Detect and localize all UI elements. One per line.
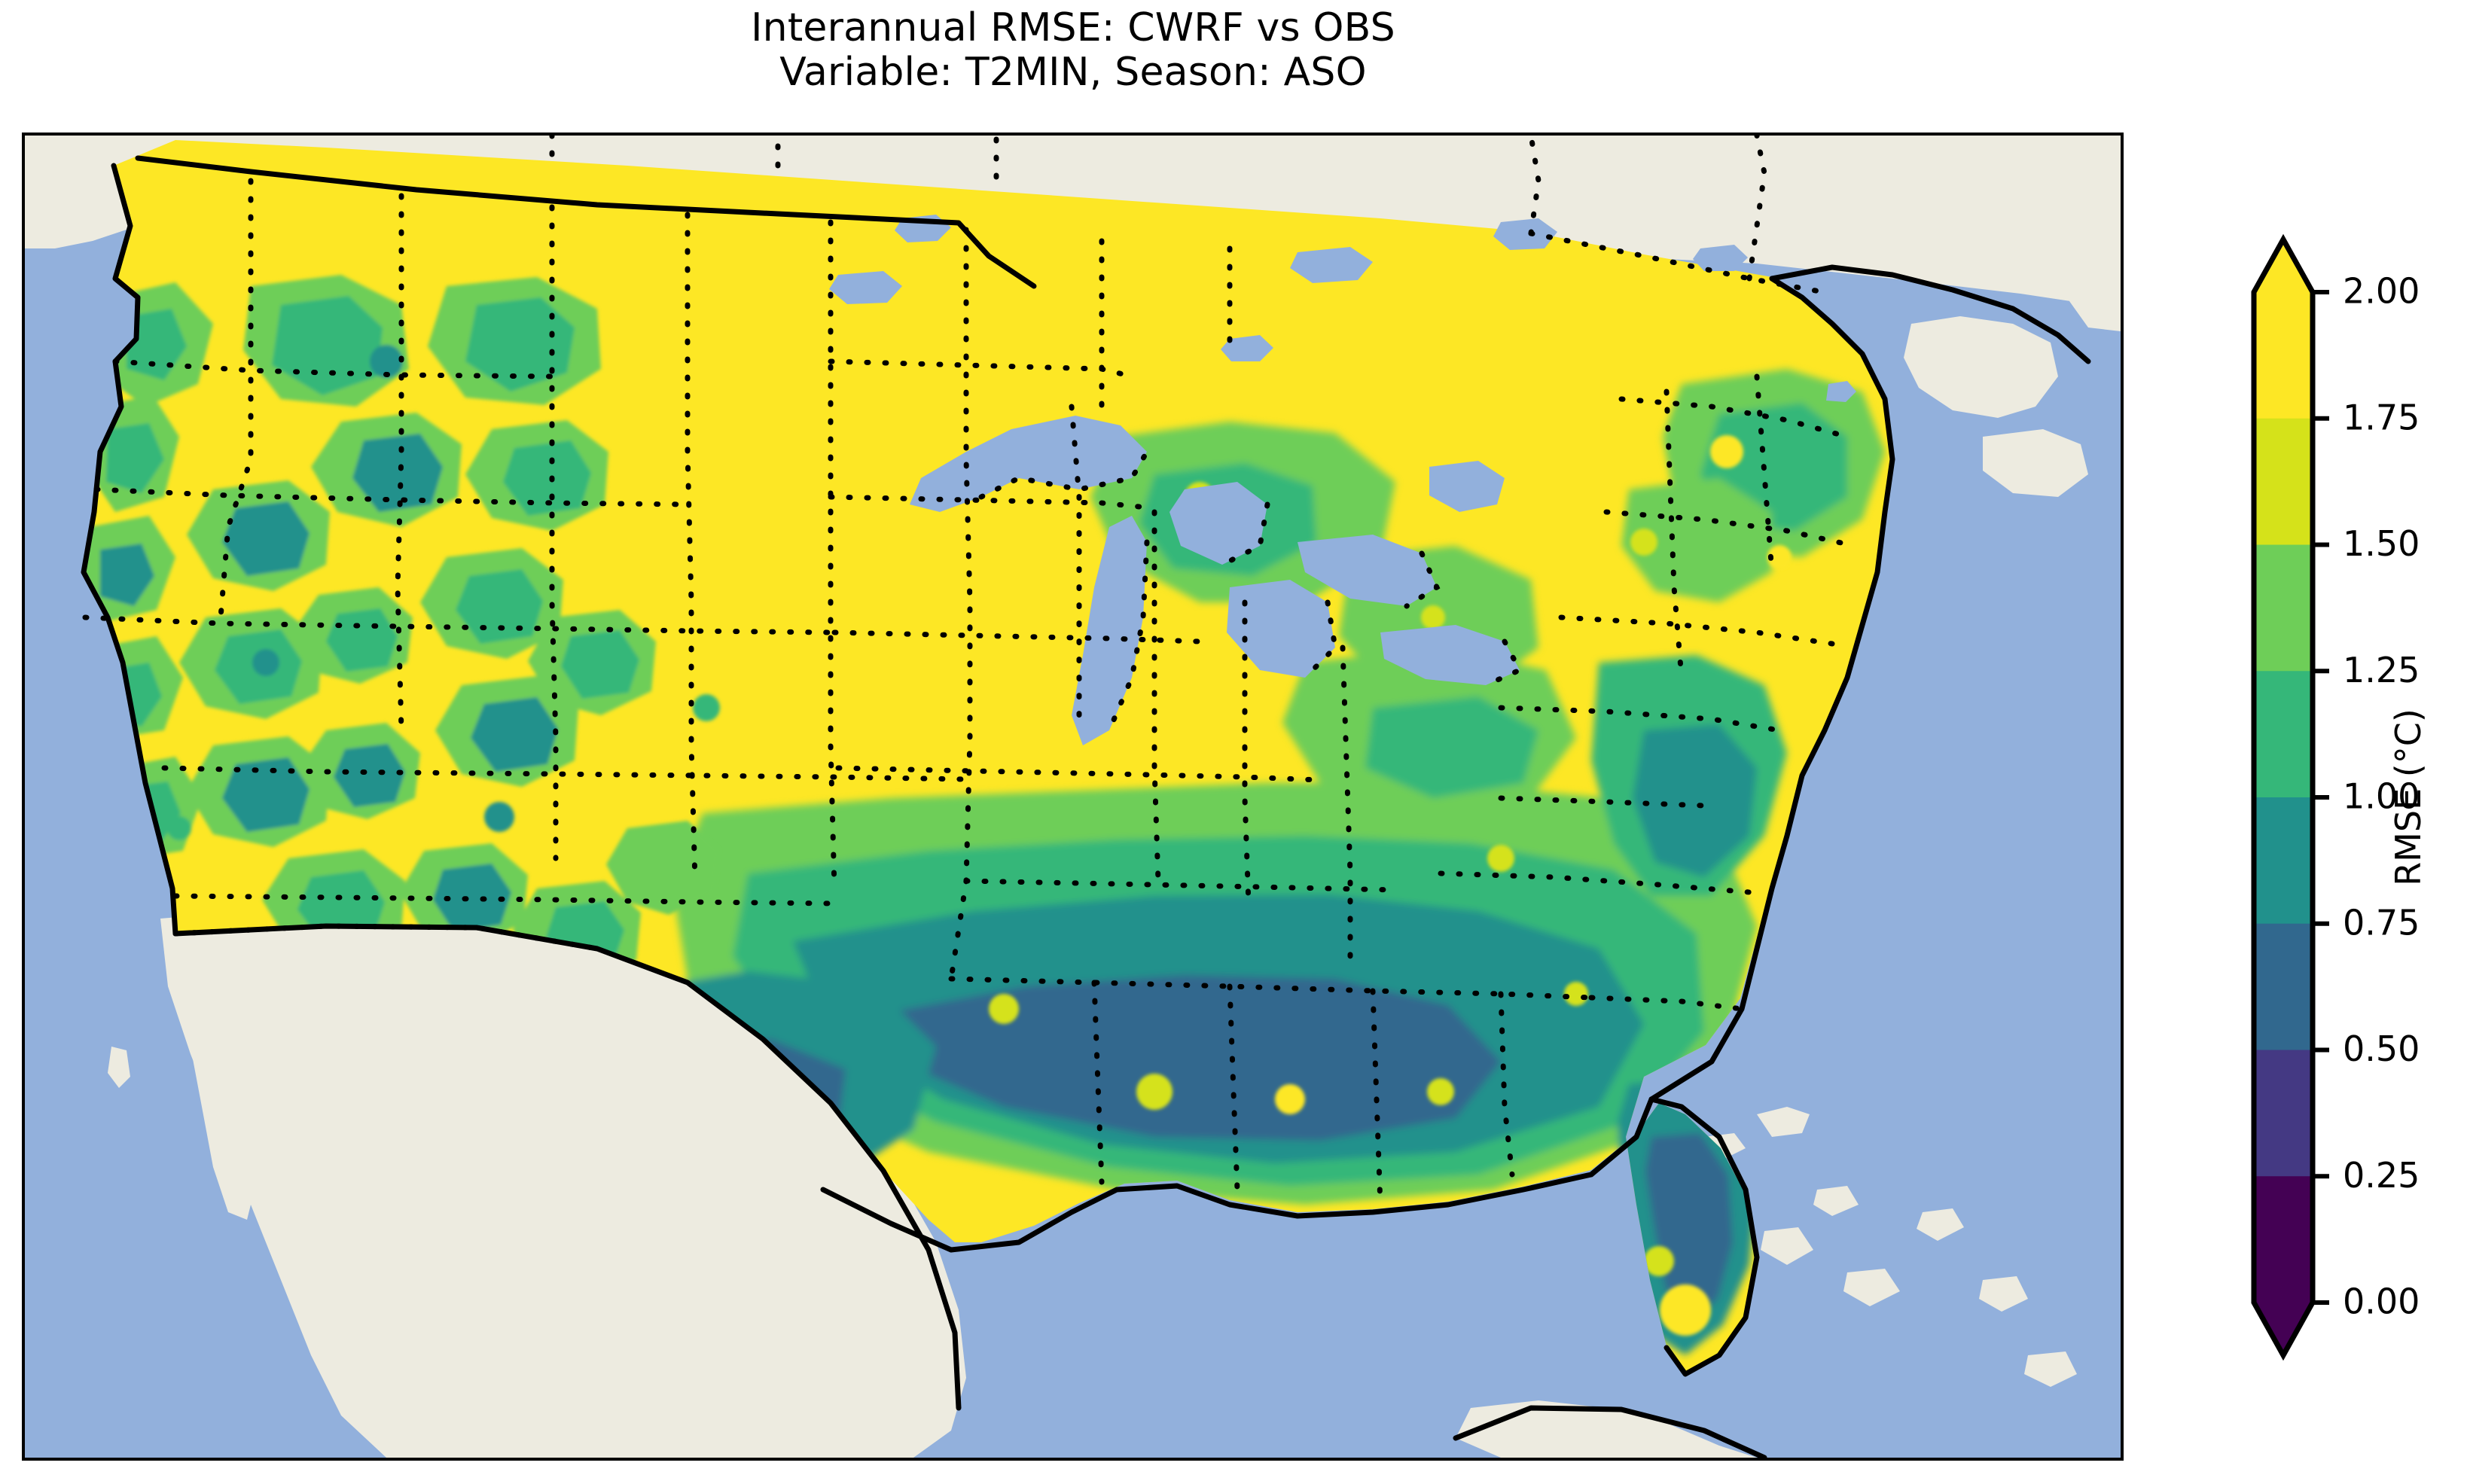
colorbar-svg: 2.00 1.75 1.50 1.25 1.00 0.75 0.50 0.25 0.00 xyxy=(2251,233,2420,1361)
colorbar-band xyxy=(2254,1176,2313,1303)
colorbar-bands xyxy=(2254,239,2313,1355)
colorbar-tick-label: 0.00 xyxy=(2343,1281,2420,1322)
colorbar-band xyxy=(2254,797,2313,925)
colorbar-axis-label: RMSE (°C) xyxy=(2388,708,2429,886)
title-line-1: Interannual RMSE: CWRF vs OBS xyxy=(751,5,1395,50)
map-axes[interactable] xyxy=(22,133,2124,1461)
colorbar-tick-label: 0.75 xyxy=(2343,902,2420,943)
colorbar-over-arrow xyxy=(2254,239,2313,292)
colorbar[interactable]: 2.00 1.75 1.50 1.25 1.00 0.75 0.50 0.25 0.00 RMS… xyxy=(2251,233,2467,1361)
great-lakes xyxy=(829,215,1856,745)
hotspots xyxy=(989,435,1792,1336)
colorbar-tick-label: 1.00 xyxy=(2343,776,2420,817)
colorbar-under-arrow xyxy=(2254,1303,2313,1355)
title-line-2: Variable: T2MIN, Season: ASO xyxy=(779,50,1367,96)
figure-title: Interannual RMSE: CWRF vs OBS Variable: … xyxy=(0,0,2146,96)
colorbar-band xyxy=(2254,418,2313,546)
colorbar-band xyxy=(2254,671,2313,798)
colorbar-tick-label: 2.00 xyxy=(2343,271,2420,312)
colorbar-tick-label: 0.25 xyxy=(2343,1155,2420,1196)
colorbar-tick-label: 1.25 xyxy=(2343,650,2420,690)
rmse-field xyxy=(84,140,1894,1375)
colorbar-band xyxy=(2254,544,2313,672)
coastlines xyxy=(81,155,2091,1458)
state-borders xyxy=(82,136,1858,1208)
colorbar-ticks: 2.00 1.75 1.50 1.25 1.00 0.75 0.50 0.25 0.00 xyxy=(2313,271,2420,1322)
colorbar-band xyxy=(2254,1050,2313,1177)
colorbar-band xyxy=(2254,923,2313,1051)
colorbar-band xyxy=(2254,292,2313,419)
colorbar-tick-label: 1.50 xyxy=(2343,523,2420,564)
rmse-contour-map xyxy=(25,136,2121,1458)
colorbar-tick-label: 0.50 xyxy=(2343,1028,2420,1069)
colorbar-tick-label: 1.75 xyxy=(2343,397,2420,437)
